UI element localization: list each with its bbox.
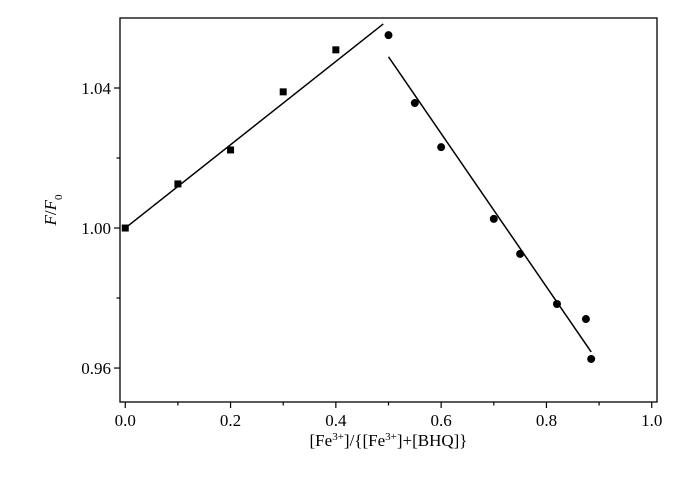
data-point — [437, 143, 446, 152]
fit-line — [387, 56, 592, 353]
x-axis-label-part: 3+ — [385, 431, 397, 443]
x-tick-label: 0.4 — [325, 411, 347, 430]
y-axis-label: F/F0 — [41, 194, 65, 227]
data-point — [279, 88, 287, 96]
data-point — [587, 354, 596, 363]
x-axis-label-part: ]+[BHQ]} — [397, 431, 468, 450]
y-axis-label-part: F — [41, 215, 60, 227]
data-point — [227, 146, 235, 154]
data-point — [581, 315, 590, 324]
x-axis-label-part: ]/{[Fe — [344, 431, 385, 450]
x-tick-label: 0.0 — [115, 411, 136, 430]
data-point — [489, 214, 498, 223]
y-tick-label: 1.00 — [81, 219, 111, 238]
y-axis-label-part: 0 — [53, 194, 65, 200]
data-point — [174, 180, 182, 188]
x-tick-label: 0.8 — [536, 411, 557, 430]
x-tick-label: 0.6 — [431, 411, 452, 430]
x-tick-label: 0.2 — [220, 411, 241, 430]
x-axis-label-part: [Fe — [310, 431, 333, 450]
y-tick-label: 0.96 — [81, 359, 111, 378]
x-axis-label-part: 3+ — [332, 431, 344, 443]
plot-frame — [119, 17, 658, 403]
data-point — [410, 99, 419, 108]
x-axis-label: [Fe3+]/{[Fe3+]+[BHQ]} — [310, 431, 468, 450]
data-point — [384, 31, 393, 40]
y-axis-label-part: / — [41, 210, 60, 215]
fit-line — [124, 23, 384, 229]
data-point — [516, 249, 525, 258]
x-tick-label: 1.0 — [641, 411, 662, 430]
y-tick-label: 1.04 — [81, 79, 111, 98]
data-point — [332, 46, 340, 54]
y-axis-label-part: F — [41, 199, 60, 211]
